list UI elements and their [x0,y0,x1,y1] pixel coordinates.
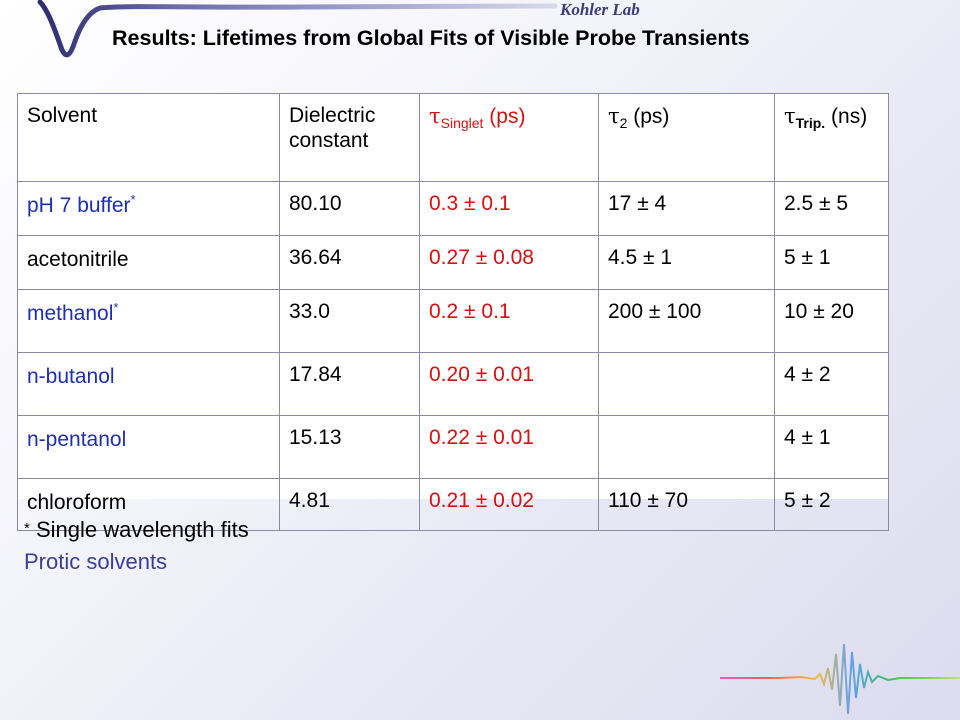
cell-triplet: 2.5 ± 5 [774,181,889,236]
cell-dielectric: 4.81 [279,478,420,531]
cell-dielectric: 33.0 [279,289,420,353]
table-row: methanol* 33.0 0.2 ± 0.1 200 ± 100 10 ± … [17,289,889,353]
cell-singlet: 0.2 ± 0.1 [419,289,599,353]
cell-solvent: n-butanol [17,352,280,416]
footnote-single-wavelength: * Single wavelength fits [24,517,249,542]
table-row: chloroform 4.81 0.21 ± 0.02 110 ± 70 5 ±… [17,478,889,531]
cell-triplet: 5 ± 1 [774,235,889,290]
cell-tau2: 4.5 ± 1 [598,235,775,290]
header-singlet: τSinglet (ps) [419,93,599,182]
cell-triplet: 4 ± 1 [774,415,889,479]
cell-dielectric: 36.64 [279,235,420,290]
results-table: Solvent Dielectric constant τSinglet (ps… [17,93,889,531]
cell-singlet: 0.27 ± 0.08 [419,235,599,290]
table-row: n-pentanol 15.13 0.22 ± 0.01 4 ± 1 [17,415,889,479]
cell-solvent: n-pentanol [17,415,280,479]
cell-solvent: chloroform [17,478,280,531]
cell-singlet: 0.20 ± 0.01 [419,352,599,416]
cell-tau2: 110 ± 70 [598,478,775,531]
cell-solvent: methanol* [17,289,280,353]
lab-name: Kohler Lab [560,0,640,19]
cell-solvent: acetonitrile [17,235,280,290]
cell-dielectric: 17.84 [279,352,420,416]
header-triplet: τTrip. (ns) [774,93,889,182]
table-row: pH 7 buffer* 80.10 0.3 ± 0.1 17 ± 4 2.5 … [17,181,889,236]
slide-title: Results: Lifetimes from Global Fits of V… [112,26,750,50]
cell-tau2 [598,415,775,479]
cell-tau2: 17 ± 4 [598,181,775,236]
cell-dielectric: 80.10 [279,181,420,236]
cell-triplet: 5 ± 2 [774,478,889,531]
cell-solvent: pH 7 buffer* [17,181,280,236]
footnote-protic-solvents: Protic solvents [24,549,168,574]
cell-tau2 [598,352,775,416]
header-dielectric: Dielectric constant [279,93,420,182]
cell-singlet: 0.22 ± 0.01 [419,415,599,479]
table-row: acetonitrile 36.64 0.27 ± 0.08 4.5 ± 1 5… [17,235,889,290]
rainbow-signal-icon [720,643,960,715]
cell-triplet: 4 ± 2 [774,352,889,416]
lab-logo-wave-icon [37,0,558,58]
cell-dielectric: 15.13 [279,415,420,479]
header-solvent: Solvent [17,93,280,182]
header-tau2: τ2 (ps) [598,93,775,182]
cell-singlet: 0.21 ± 0.02 [419,478,599,531]
table-header-row: Solvent Dielectric constant τSinglet (ps… [17,93,889,182]
table-row: n-butanol 17.84 0.20 ± 0.01 4 ± 2 [17,352,889,416]
cell-tau2: 200 ± 100 [598,289,775,353]
cell-triplet: 10 ± 20 [774,289,889,353]
cell-singlet: 0.3 ± 0.1 [419,181,599,236]
